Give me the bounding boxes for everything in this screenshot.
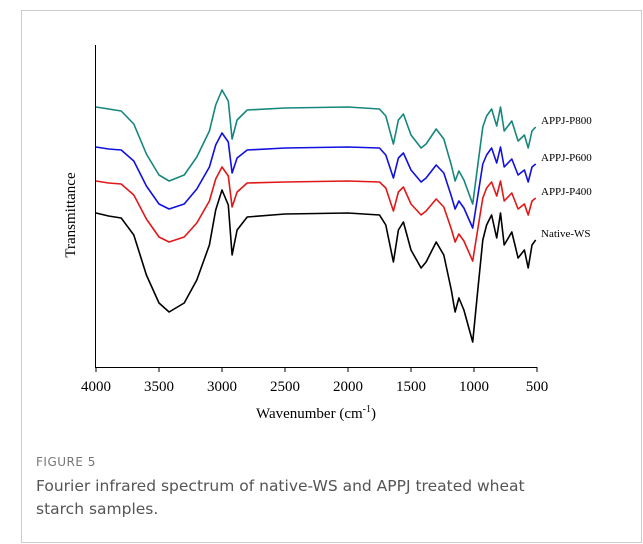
x-label-sup: -1 xyxy=(363,404,371,415)
series-label: Native-WS xyxy=(541,228,590,240)
caption-line: starch samples. xyxy=(36,500,158,518)
x-tick-label: 3000 xyxy=(207,379,237,395)
spectrum-line xyxy=(95,89,537,205)
x-tick-label: 1000 xyxy=(459,379,489,395)
figure-frame xyxy=(21,10,642,543)
x-tick-label: 4000 xyxy=(81,379,111,395)
spectrum-line xyxy=(95,132,537,229)
spectrum-line xyxy=(95,166,537,262)
x-label-suffix: ) xyxy=(371,406,376,422)
figure-label: FIGURE 5 xyxy=(36,455,96,469)
x-tick-label: 2500 xyxy=(270,379,300,395)
x-label-text: Wavenumber (cm xyxy=(256,406,363,422)
series-label: APPJ-P800 xyxy=(541,115,592,127)
caption-line: Fourier infrared spectrum of native-WS a… xyxy=(36,477,525,495)
spectrum-line xyxy=(95,189,537,343)
x-tick-label: 500 xyxy=(526,379,549,395)
x-tick-label: 3500 xyxy=(144,379,174,395)
series-label: APPJ-P600 xyxy=(541,152,592,164)
x-tick-label: 2000 xyxy=(333,379,363,395)
series-label: APPJ-P400 xyxy=(541,186,592,198)
x-tick-label: 1500 xyxy=(396,379,426,395)
x-axis-label: Wavenumber (cm-1) xyxy=(256,404,376,422)
y-axis-label: Transmittance xyxy=(63,172,79,258)
